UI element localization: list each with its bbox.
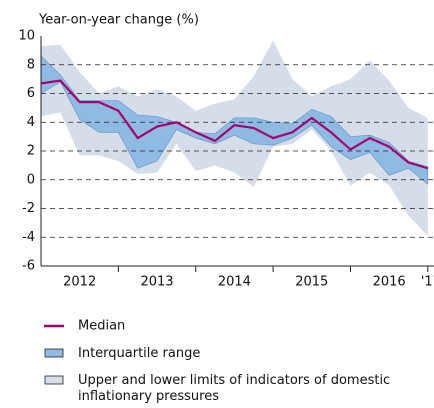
x-tick-label: '17 — [421, 275, 434, 290]
x-tick-label: 2016 — [373, 275, 406, 290]
band-area — [41, 40, 428, 236]
y-tick-label: -4 — [22, 230, 35, 245]
y-tick-label: 0 — [27, 172, 35, 187]
y-tick-label: 10 — [18, 29, 35, 44]
y-tick-label: 2 — [27, 144, 35, 159]
y-tick-label: 8 — [27, 57, 35, 72]
legend-swatch — [44, 348, 64, 358]
y-tick-label: -6 — [22, 259, 35, 274]
x-tick-label: 2012 — [63, 275, 96, 290]
legend-label: Upper and lower limits of indicators of … — [78, 373, 390, 404]
legend-label: Interquartile range — [78, 346, 200, 361]
legend-swatch — [44, 375, 64, 385]
x-tick-label: 2015 — [295, 275, 328, 290]
chart-title: Year-on-year change (%) — [38, 13, 199, 28]
median-line — [40, 79, 429, 170]
y-tick-label: 6 — [27, 86, 35, 101]
legend-label: Median — [78, 319, 125, 334]
x-tick-label: 2013 — [140, 275, 173, 290]
x-tick-label: 2014 — [218, 275, 251, 290]
y-tick-label: 4 — [27, 115, 35, 130]
y-tick-label: -2 — [22, 201, 35, 216]
